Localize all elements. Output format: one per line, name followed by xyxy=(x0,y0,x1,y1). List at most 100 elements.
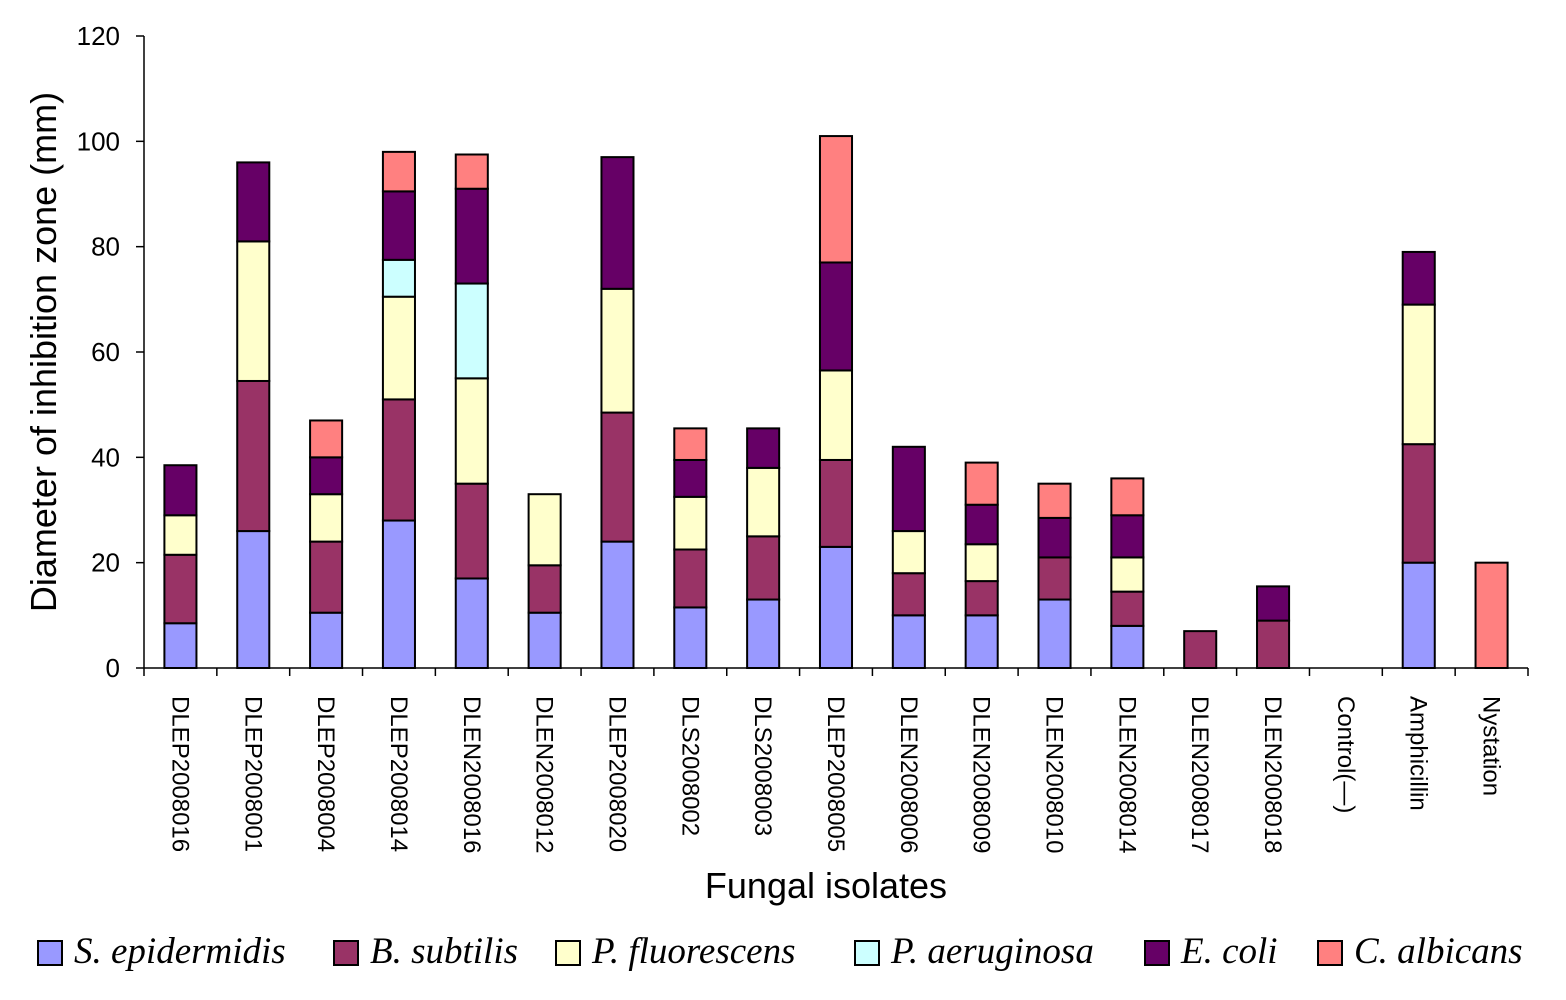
bar-segment-Amphicillin-s4 xyxy=(1401,250,1436,306)
bar-segment-DLEN2008016-s4 xyxy=(454,187,489,285)
legend-label: S. epidermidis xyxy=(74,931,286,972)
bar-segment-DLEP2008001-s0 xyxy=(236,530,271,669)
x-category-label: Nystation xyxy=(1478,696,1505,796)
bar-segment-DLEN2008014-s4 xyxy=(1110,514,1145,559)
bar-segment-DLEN2008009-s2 xyxy=(964,543,999,583)
bar-segment-DLEN2008016-s3 xyxy=(454,282,489,380)
bar-segment-DLEP2008001-s2 xyxy=(236,240,271,382)
bar-segment-DLEN2008016-s1 xyxy=(454,482,489,580)
y-tick-label: 40 xyxy=(91,442,120,472)
bar-segment-DLEP2008001-s1 xyxy=(236,379,271,533)
axes-layer xyxy=(136,35,1529,676)
bar-segment-DLS2008002-s5 xyxy=(673,427,708,461)
bar-segment-DLEP2008014-s0 xyxy=(381,519,416,670)
bar-segment-DLEN2008012-s0 xyxy=(527,611,562,670)
bar-segment-DLEP2008005-s2 xyxy=(818,369,854,461)
bar-segment-DLEP2008016-s0 xyxy=(163,622,198,669)
bar-segment-Amphicillin-s0 xyxy=(1401,561,1436,669)
legend-label: C. albicans xyxy=(1354,931,1523,972)
bar-segment-DLEP2008005-s0 xyxy=(818,545,854,669)
bar-segment-DLEN2008017-s1 xyxy=(1183,630,1218,670)
bars-layer xyxy=(163,135,1509,670)
bar-segment-DLEP2008020-s4 xyxy=(600,156,635,290)
x-category-label: DLEN2008012 xyxy=(531,696,558,853)
legend-swatch xyxy=(555,940,581,966)
bar-segment-DLEP2008020-s0 xyxy=(600,540,635,669)
y-axis-title: Diameter of inhibition zone (mm) xyxy=(23,92,64,612)
y-tick-label: 60 xyxy=(91,337,120,367)
bar-segment-DLEP2008016-s4 xyxy=(163,464,198,517)
x-category-label: DLEN2008014 xyxy=(1113,696,1140,853)
bar-segment-DLEN2008012-s1 xyxy=(527,564,562,614)
y-tick-label: 80 xyxy=(91,232,120,262)
bar-segment-DLEN2008009-s1 xyxy=(964,580,999,617)
bar-segment-DLS2008003-s1 xyxy=(746,535,781,601)
x-category-label: DLS2008003 xyxy=(749,696,776,836)
bar-segment-DLEP2008005-s5 xyxy=(818,135,854,264)
bar-segment-DLEN2008009-s0 xyxy=(964,614,999,670)
bar-segment-DLEN2008016-s2 xyxy=(454,377,489,485)
bar-segment-DLEP2008020-s1 xyxy=(600,411,635,543)
bar-segment-DLEN2008012-s2 xyxy=(527,493,562,567)
legend: S. epidermidis B. subtilis P. fluorescens P… xyxy=(37,931,1523,972)
bar-segment-DLEP2008020-s2 xyxy=(600,287,635,414)
x-category-label: DLEN2008016 xyxy=(458,696,485,853)
bar-segment-DLS2008003-s2 xyxy=(746,466,781,538)
x-category-label: Control(—) xyxy=(1332,696,1359,813)
bar-segment-DLS2008002-s1 xyxy=(673,548,708,609)
x-category-label: DLEP2008005 xyxy=(822,696,849,852)
bar-segment-DLEN2008014-s2 xyxy=(1110,556,1145,593)
y-tick-label: 120 xyxy=(77,21,120,51)
legend-swatch xyxy=(37,940,63,966)
bar-segment-DLEP2008004-s4 xyxy=(309,456,344,496)
bar-segment-DLEN2008010-s4 xyxy=(1037,516,1072,559)
bar-segment-DLEN2008016-s5 xyxy=(454,153,489,190)
bar-segment-DLEN2008014-s0 xyxy=(1110,624,1145,669)
legend-swatch xyxy=(854,940,880,966)
y-tick-label: 0 xyxy=(106,653,120,683)
bar-segment-DLEP2008014-s2 xyxy=(381,295,416,401)
bar-segment-DLEP2008001-s4 xyxy=(236,161,271,243)
x-category-label: DLEP2008004 xyxy=(312,696,339,852)
bar-segment-Amphicillin-s2 xyxy=(1401,303,1436,446)
x-category-label: DLEP2008016 xyxy=(166,696,193,852)
bar-segment-DLEP2008016-s2 xyxy=(163,514,198,556)
bar-segment-DLEP2008014-s1 xyxy=(381,398,416,522)
x-category-label: Amphicillin xyxy=(1405,696,1432,811)
x-category-label: DLEP2008001 xyxy=(239,696,266,852)
bar-segment-DLEP2008004-s5 xyxy=(309,419,344,459)
bar-segment-DLEN2008006-s2 xyxy=(891,530,926,575)
x-category-labels: DLEP2008016 DLEP2008001 DLEP2008004 DLEP200… xyxy=(166,696,1504,853)
bar-segment-DLEN2008010-s1 xyxy=(1037,556,1072,601)
x-category-label: DLEN2008006 xyxy=(895,696,922,853)
x-axis-title: Fungal isolates xyxy=(705,865,947,906)
x-category-label: DLEP2008020 xyxy=(603,696,630,852)
legend-swatch xyxy=(333,940,359,966)
x-category-label: DLS2008002 xyxy=(676,696,703,836)
legend-swatch xyxy=(1317,940,1343,966)
legend-swatch xyxy=(1144,940,1170,966)
bar-segment-DLEP2008014-s5 xyxy=(381,150,416,193)
bar-segment-DLEN2008009-s5 xyxy=(964,461,999,506)
bar-segment-DLEP2008004-s0 xyxy=(309,611,344,670)
bar-segment-DLEN2008009-s4 xyxy=(964,503,999,546)
bar-segment-DLEP2008016-s1 xyxy=(163,553,198,625)
bar-segment-DLEP2008004-s1 xyxy=(309,540,344,614)
x-category-label: DLEP2008014 xyxy=(385,696,412,852)
bar-segment-DLS2008003-s4 xyxy=(746,427,781,469)
bar-segment-DLEP2008014-s4 xyxy=(381,190,416,261)
legend-label: P. fluorescens xyxy=(591,931,795,972)
bar-segment-DLS2008003-s0 xyxy=(746,598,781,670)
bar-segment-DLS2008002-s0 xyxy=(673,606,708,669)
y-tick-label: 100 xyxy=(77,126,120,156)
legend-label: P. aeruginosa xyxy=(890,931,1094,972)
bar-segment-DLEN2008018-s4 xyxy=(1256,585,1291,622)
x-category-label: DLEN2008018 xyxy=(1259,696,1286,853)
x-category-label: DLEN2008017 xyxy=(1186,696,1213,853)
bar-segment-DLEN2008006-s4 xyxy=(891,445,926,533)
bar-segment-DLEN2008006-s0 xyxy=(891,614,926,670)
x-category-label: DLEN2008009 xyxy=(968,696,995,853)
bar-segment-DLS2008002-s4 xyxy=(673,458,708,498)
legend-label: B. subtilis xyxy=(370,931,518,972)
